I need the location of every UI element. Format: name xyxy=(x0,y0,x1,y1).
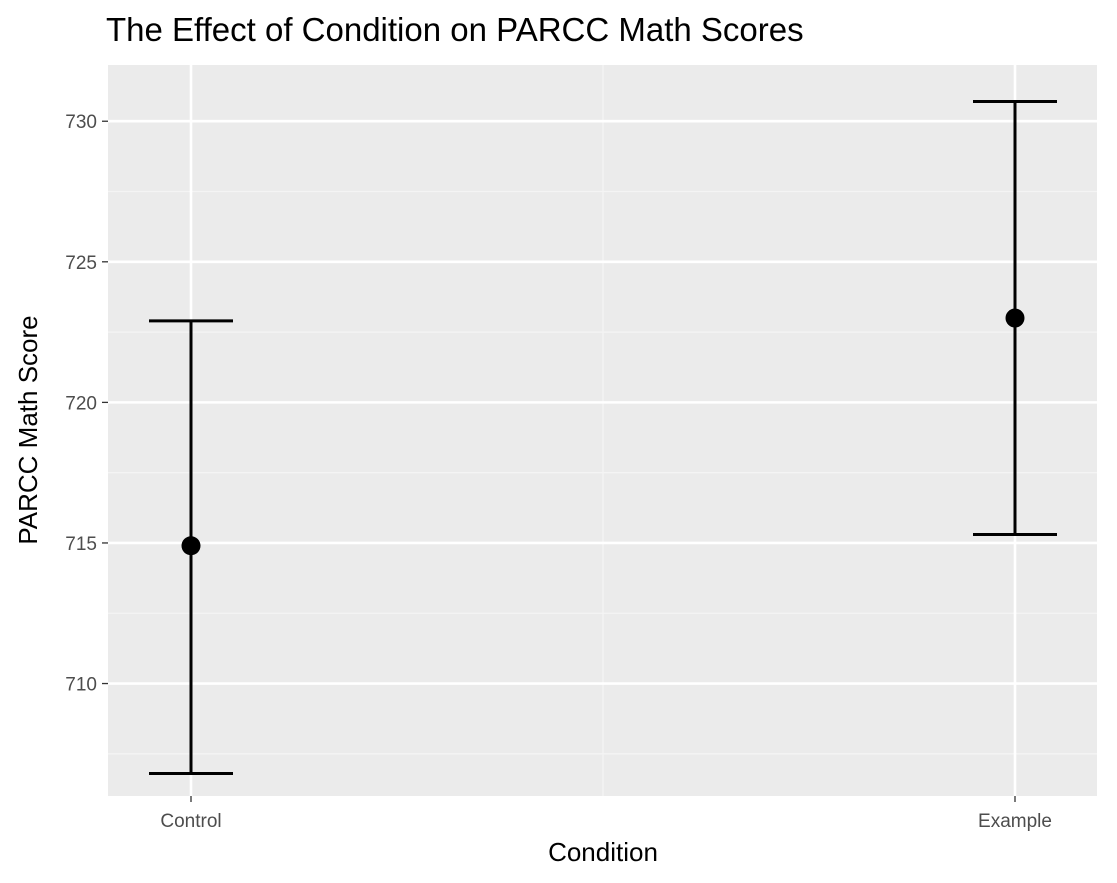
mean-point-example xyxy=(1005,308,1025,328)
y-tick-label: 715 xyxy=(65,534,97,555)
x-tick-labels: Control Example xyxy=(160,811,1052,832)
mean-point-control xyxy=(181,536,201,556)
x-axis-title: Condition xyxy=(548,837,658,867)
x-tick-label: Control xyxy=(160,811,221,832)
y-tick-label: 730 xyxy=(65,112,97,133)
y-tick-label: 710 xyxy=(65,675,97,696)
y-axis-title: PARCC Math Score xyxy=(13,315,43,544)
chart-title: The Effect of Condition on PARCC Math Sc… xyxy=(106,11,804,48)
y-tick-labels: 710 715 720 725 730 xyxy=(65,112,97,695)
x-tick-label: Example xyxy=(978,811,1052,832)
grid-minor xyxy=(108,65,1097,796)
axis-ticks xyxy=(102,120,1016,802)
data-marks xyxy=(149,100,1057,776)
y-tick-label: 720 xyxy=(65,393,97,414)
y-tick-label: 725 xyxy=(65,253,97,274)
